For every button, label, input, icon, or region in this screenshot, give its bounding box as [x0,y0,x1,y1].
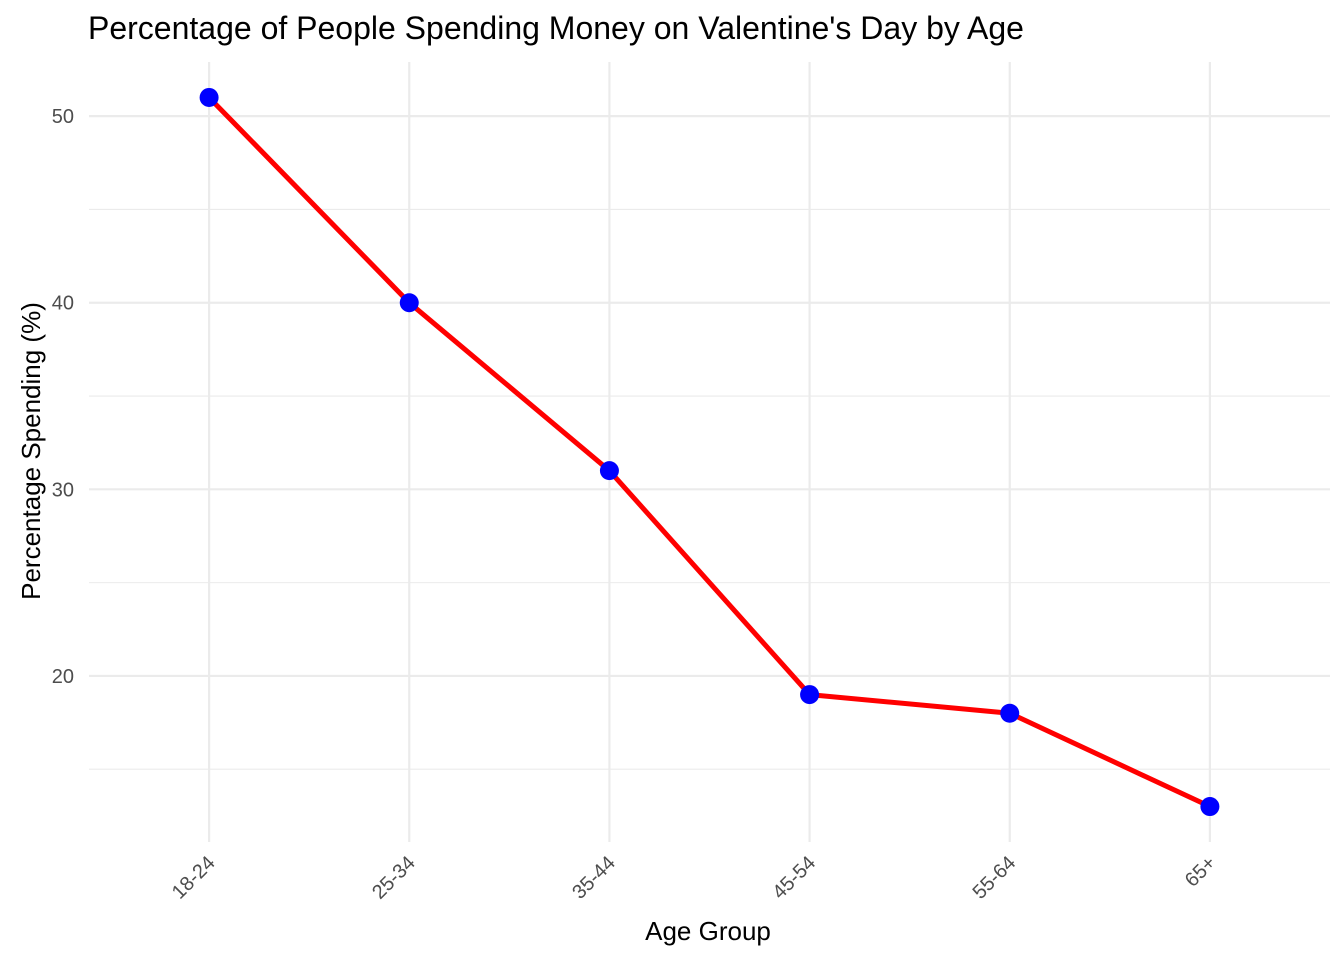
x-tick-label: 55-64 [969,852,1021,904]
x-tick-label: 35-44 [568,852,620,904]
y-axis-title: Percentage Spending (%) [16,302,46,600]
x-axis-ticks: 18-24 25-34 35-44 45-54 55-64 65+ [168,852,1221,904]
series-line [207,95,1211,809]
y-tick-label: 50 [52,106,74,128]
data-point [1200,797,1220,817]
x-tick-label: 45-54 [768,852,820,904]
data-point [1000,703,1020,723]
data-point [199,87,219,107]
y-tick-label: 40 [52,293,74,315]
chart-title: Percentage of People Spending Money on V… [88,10,1024,46]
x-tick-label: 18-24 [168,852,220,904]
data-point [399,293,419,313]
y-tick-label: 20 [52,666,74,688]
series-line-0 [207,95,1211,809]
data-point [800,685,820,705]
x-axis-title: Age Group [645,916,771,946]
grid-lines [89,62,1330,842]
data-point [599,461,619,481]
y-tick-label: 30 [52,479,74,501]
x-tick-label: 65+ [1181,852,1221,892]
y-axis-ticks: 20 30 40 50 [52,106,74,688]
series-points [199,87,1220,817]
x-tick-label: 25-34 [368,852,420,904]
